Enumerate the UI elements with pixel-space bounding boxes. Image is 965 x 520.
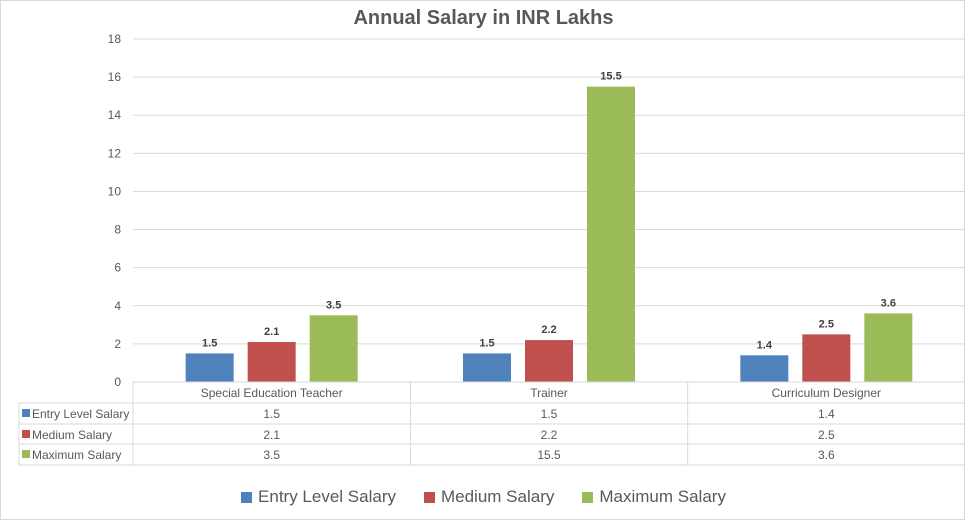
- table-cell: 2.2: [541, 428, 558, 442]
- table-row-header: Entry Level Salary: [32, 407, 129, 421]
- legend-item: Maximum Salary: [582, 487, 726, 507]
- category-label: Special Education Teacher: [201, 386, 343, 400]
- y-tick-label: 8: [114, 223, 121, 237]
- legend-key: [22, 450, 30, 458]
- data-label: 3.6: [881, 297, 896, 309]
- legend-item: Medium Salary: [423, 487, 555, 507]
- data-label: 1.5: [479, 337, 494, 349]
- bar: [587, 86, 635, 382]
- bar: [185, 353, 234, 382]
- table-cell: 1.5: [263, 407, 280, 421]
- y-tick-label: 18: [108, 32, 122, 46]
- legend-label: Medium Salary: [440, 487, 555, 506]
- bar: [525, 340, 573, 382]
- y-tick-label: 10: [108, 184, 122, 198]
- legend: Entry Level Salary Medium Salary Maximum S…: [1, 487, 964, 507]
- data-label: 2.2: [541, 324, 556, 336]
- legend-item: Entry Level Salary: [241, 487, 396, 507]
- y-tick-label: 0: [114, 375, 121, 389]
- legend-key: [22, 409, 30, 417]
- legend-label: Entry Level Salary: [258, 487, 396, 506]
- category-label: Curriculum Designer: [772, 386, 881, 400]
- legend-swatch: [423, 491, 435, 503]
- table-cell: 1.4: [818, 407, 835, 421]
- y-tick-label: 14: [108, 108, 122, 122]
- bar: [740, 355, 789, 382]
- data-label: 2.5: [819, 318, 834, 330]
- legend-label: Maximum Salary: [599, 487, 726, 506]
- y-tick-label: 6: [114, 261, 121, 275]
- bar: [802, 334, 851, 382]
- y-tick-label: 4: [114, 299, 121, 313]
- table-cell: 2.1: [263, 428, 280, 442]
- table-cell: 3.6: [818, 448, 835, 462]
- bar: [309, 315, 358, 382]
- table-row-header: Maximum Salary: [32, 448, 121, 462]
- data-label: 1.4: [757, 339, 773, 351]
- y-tick-label: 2: [114, 337, 121, 351]
- y-tick-label: 16: [108, 70, 122, 84]
- bar: [463, 353, 511, 382]
- chart-title: Annual Salary in INR Lakhs: [353, 7, 614, 29]
- data-label: 1.5: [202, 337, 217, 349]
- data-label: 2.1: [264, 326, 279, 338]
- legend-swatch: [582, 491, 594, 503]
- table-row-header: Medium Salary: [32, 428, 112, 442]
- category-label: Trainer: [530, 386, 568, 400]
- legend-swatch: [241, 491, 253, 503]
- data-label: 3.5: [326, 299, 341, 311]
- bar: [864, 313, 913, 382]
- bar: [247, 341, 296, 382]
- table-cell: 15.5: [537, 448, 561, 462]
- y-tick-label: 12: [108, 146, 122, 160]
- table-cell: 1.5: [541, 407, 558, 421]
- legend-key: [22, 430, 30, 438]
- table-cell: 3.5: [263, 448, 280, 462]
- data-label: 15.5: [600, 71, 621, 83]
- table-cell: 2.5: [818, 428, 835, 442]
